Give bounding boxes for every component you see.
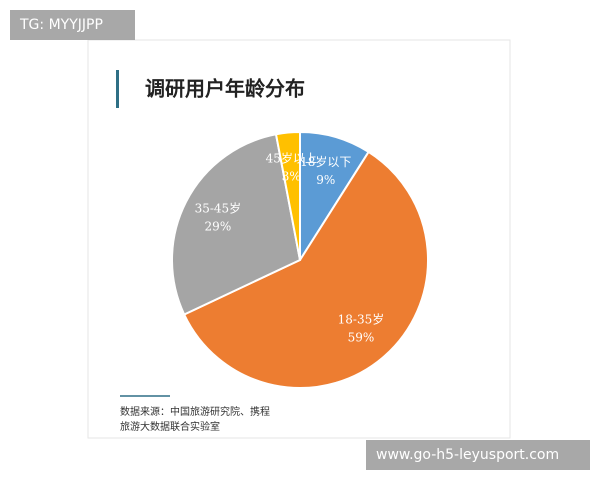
slice-value: 3% [282,170,301,184]
watermark-box [366,440,590,470]
slice-label: 18岁以下 [300,154,351,169]
slice-label: 18-35岁 [338,312,385,327]
watermark-box [10,10,135,40]
slice-label: 45岁以上 [266,151,317,166]
title-bar [116,70,119,108]
slice-label: 35-45岁 [195,201,242,216]
slice-value: 29% [205,220,232,234]
slice-value: 59% [348,331,375,345]
pie-slice [182,150,429,389]
slice-value: 9% [316,173,335,187]
watermark: TG: MYYJJPP [19,17,103,33]
source-text: 旅游大数据联合实验室 [120,420,220,433]
pie-slice [171,133,302,316]
source-text: 数据来源：中国旅游研究院、携程 [120,405,270,418]
watermark: www.go-h5-leyusport.com [376,447,559,463]
pie: 18岁以下 9% 18-35岁 59% 35-45岁 29% 45岁以上 3% [171,130,429,389]
chart-title: 调研用户年龄分布 [145,77,305,101]
pie-slice [274,130,301,261]
